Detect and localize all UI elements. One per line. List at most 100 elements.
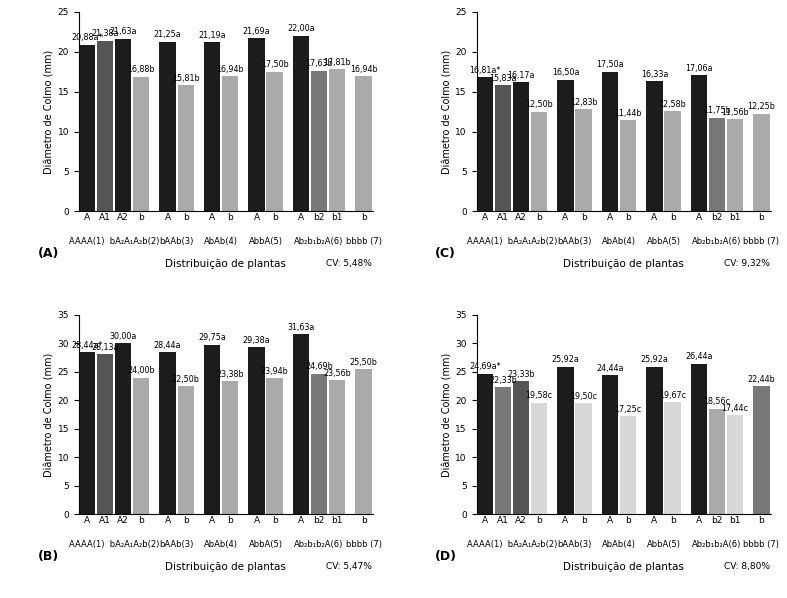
Bar — [620, 120, 636, 211]
Bar — [97, 41, 113, 211]
Text: 21,25a: 21,25a — [153, 30, 182, 39]
Bar — [664, 402, 681, 514]
Bar — [115, 39, 131, 211]
Bar — [664, 111, 681, 211]
Bar — [160, 42, 176, 211]
Bar — [646, 367, 663, 514]
Text: AbAb(4): AbAb(4) — [602, 237, 636, 246]
Bar — [133, 77, 150, 211]
Bar — [267, 378, 283, 514]
Bar — [329, 69, 345, 211]
Bar — [329, 380, 345, 514]
Bar — [691, 364, 707, 514]
Y-axis label: Diâmetro de Colmo (mm): Diâmetro de Colmo (mm) — [45, 50, 55, 174]
Bar — [602, 72, 618, 211]
Text: CV: 9,32%: CV: 9,32% — [724, 259, 770, 268]
Bar — [204, 42, 220, 211]
Text: bbbb (7): bbbb (7) — [744, 237, 779, 246]
Text: 17,81b: 17,81b — [323, 58, 351, 67]
Bar — [178, 86, 194, 211]
Text: 23,94b: 23,94b — [260, 367, 289, 376]
Bar — [691, 75, 707, 211]
Text: 17,44c: 17,44c — [722, 404, 748, 413]
Text: 25,50b: 25,50b — [349, 358, 378, 367]
Text: (B): (B) — [38, 550, 59, 563]
Bar — [204, 345, 220, 514]
Text: AAAA(1)  bA₂A₁A₂b(2): AAAA(1) bA₂A₁A₂b(2) — [69, 237, 159, 246]
Text: 11,56b: 11,56b — [721, 108, 749, 117]
Bar — [709, 408, 725, 514]
Bar — [513, 83, 529, 211]
Text: 16,50a: 16,50a — [552, 68, 579, 77]
Bar — [79, 352, 95, 514]
Bar — [249, 38, 264, 211]
Text: AbbA(5): AbbA(5) — [646, 540, 681, 549]
Text: 24,69a*: 24,69a* — [469, 362, 501, 371]
Text: 17,50b: 17,50b — [260, 60, 289, 69]
Text: 22,50b: 22,50b — [172, 375, 200, 384]
Bar — [753, 386, 770, 514]
Bar — [620, 416, 636, 514]
Text: 16,33a: 16,33a — [641, 70, 668, 79]
Text: 18,56c: 18,56c — [704, 397, 730, 406]
Bar — [495, 85, 511, 211]
Text: (D): (D) — [435, 550, 457, 563]
Text: bAAb(3): bAAb(3) — [557, 540, 592, 549]
Text: 16,94b: 16,94b — [349, 65, 378, 74]
Text: Distribuição de plantas: Distribuição de plantas — [563, 259, 684, 269]
Bar — [267, 72, 283, 211]
Bar — [311, 374, 327, 514]
Text: 24,69b: 24,69b — [305, 362, 333, 371]
Bar — [356, 369, 371, 514]
Bar — [531, 403, 547, 514]
Text: 11,44b: 11,44b — [615, 109, 642, 118]
Bar — [133, 377, 150, 514]
Text: AAAA(1)  bA₂A₁A₂b(2): AAAA(1) bA₂A₁A₂b(2) — [467, 237, 557, 246]
Text: AAAA(1)  bA₂A₁A₂b(2): AAAA(1) bA₂A₁A₂b(2) — [467, 540, 557, 549]
Text: 26,44a: 26,44a — [685, 352, 712, 361]
Bar — [293, 36, 309, 211]
Text: 11,75b: 11,75b — [703, 106, 731, 115]
Text: 21,38a: 21,38a — [91, 29, 119, 38]
Bar — [531, 112, 547, 211]
Text: Ab₂b₁b₂A(6): Ab₂b₁b₂A(6) — [693, 540, 741, 549]
Bar — [477, 374, 493, 514]
Text: 25,92a: 25,92a — [641, 355, 668, 364]
Text: 30,00a: 30,00a — [109, 332, 137, 341]
Text: 19,67c: 19,67c — [659, 391, 686, 400]
Bar — [311, 71, 327, 211]
Text: 16,94b: 16,94b — [216, 65, 244, 74]
Text: CV: 8,80%: CV: 8,80% — [723, 562, 770, 571]
Text: bAAb(3): bAAb(3) — [160, 237, 194, 246]
Text: 16,88b: 16,88b — [127, 65, 155, 74]
Text: (A): (A) — [38, 247, 59, 260]
Text: Distribuição de plantas: Distribuição de plantas — [164, 259, 286, 269]
Text: 23,33b: 23,33b — [507, 370, 535, 379]
Text: 19,58c: 19,58c — [526, 391, 552, 401]
Text: bAAb(3): bAAb(3) — [557, 237, 592, 246]
Text: bbbb (7): bbbb (7) — [345, 237, 382, 246]
Text: 22,44b: 22,44b — [748, 375, 775, 384]
Text: 24,00b: 24,00b — [127, 366, 155, 375]
Text: 16,17a: 16,17a — [508, 71, 534, 80]
Text: 15,81b: 15,81b — [172, 74, 200, 83]
Bar — [222, 76, 238, 211]
Bar — [575, 403, 592, 514]
Text: 12,50b: 12,50b — [525, 100, 553, 109]
Text: AbAb(4): AbAb(4) — [602, 540, 636, 549]
Text: 20,88a*: 20,88a* — [71, 33, 102, 42]
Text: AbbA(5): AbbA(5) — [249, 540, 283, 549]
Text: 29,38a: 29,38a — [242, 335, 271, 344]
Text: bbbb (7): bbbb (7) — [345, 540, 382, 549]
Bar — [293, 334, 309, 514]
Text: Distribuição de plantas: Distribuição de plantas — [164, 562, 286, 572]
Bar — [513, 382, 529, 514]
Text: 17,50a: 17,50a — [596, 60, 624, 69]
Text: Ab₂b₁b₂A(6): Ab₂b₁b₂A(6) — [294, 540, 344, 549]
Bar — [602, 375, 618, 514]
Text: 12,25b: 12,25b — [748, 102, 775, 111]
Text: AbbA(5): AbbA(5) — [646, 237, 681, 246]
Bar — [727, 415, 743, 514]
Bar — [115, 343, 131, 514]
Text: Distribuição de plantas: Distribuição de plantas — [563, 562, 684, 572]
